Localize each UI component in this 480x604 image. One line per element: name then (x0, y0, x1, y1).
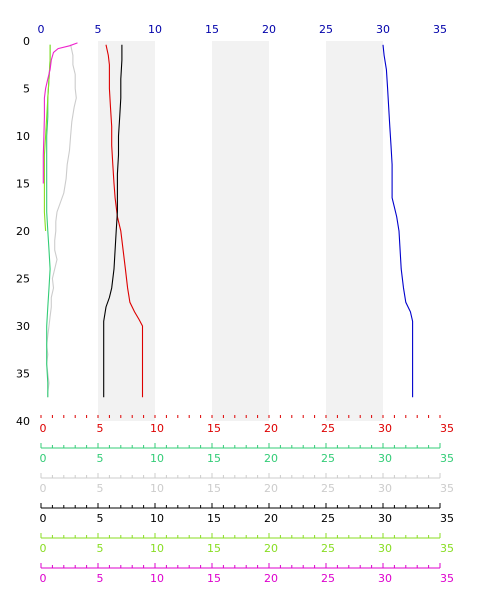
bottom-axis-tick-label: 10 (150, 512, 164, 525)
series-line-1 (105, 44, 144, 398)
bottom-axis-tick-label: 5 (97, 422, 104, 435)
bottom-axis-tick-label: 15 (207, 422, 221, 435)
bottom-axis-tick-label: 30 (378, 482, 392, 495)
bottom-axis-tick-label: 35 (440, 482, 454, 495)
bottom-axis-tick-label: 5 (97, 542, 104, 555)
bottom-axis-tick-label: 15 (207, 572, 221, 585)
bottom-axis-tick-label: 30 (378, 572, 392, 585)
y-axis-tick-label: 5 (23, 83, 30, 96)
bottom-axis-tick-label: 5 (97, 452, 104, 465)
series-line-4 (46, 44, 51, 398)
bottom-axis-tick-label: 25 (321, 482, 335, 495)
bottom-axis-tick-label: 10 (150, 452, 164, 465)
top-axis-tick-label: 30 (376, 23, 390, 36)
bottom-axis-tick-label: 30 (378, 512, 392, 525)
bottom-axis-tick-label: 20 (264, 512, 278, 525)
bottom-axis-tick-label: 10 (150, 422, 164, 435)
bottom-axis-tick-label: 25 (321, 542, 335, 555)
bottom-axis-tick-label: 30 (378, 542, 392, 555)
bottom-axis-tick-label: 35 (440, 542, 454, 555)
y-axis-tick-label: 20 (16, 225, 30, 238)
series-line-2 (103, 44, 123, 398)
y-axis-tick-label: 15 (16, 178, 30, 191)
top-axis-tick-label: 25 (319, 23, 333, 36)
shaded-band-1 (212, 41, 269, 421)
bottom-axis-tick-label: 25 (321, 452, 335, 465)
bottom-axis-tick-label: 35 (440, 572, 454, 585)
y-axis-tick-label: 40 (16, 415, 30, 428)
series-line-3 (46, 44, 77, 398)
top-axis-tick-label: 0 (38, 23, 45, 36)
bottom-axis-tick-label: 25 (321, 422, 335, 435)
bottom-axis-tick-label: 20 (264, 542, 278, 555)
bottom-axis-tick-label: 15 (207, 512, 221, 525)
bottom-axis-tick-label: 35 (440, 422, 454, 435)
top-axis-tick-label: 5 (95, 23, 102, 36)
bottom-axis-tick-label: 5 (97, 482, 104, 495)
top-axis-tick-label: 10 (148, 23, 162, 36)
y-axis-tick-label: 35 (16, 368, 30, 381)
shaded-band-2 (326, 41, 383, 421)
bottom-axis-tick-label: 20 (264, 452, 278, 465)
bottom-axis-tick-label: 10 (150, 572, 164, 585)
bottom-axis-tick-label: 0 (40, 482, 47, 495)
series-line-0 (382, 44, 414, 398)
y-axis-tick-label: 25 (16, 273, 30, 286)
bottom-axis-tick-label: 25 (321, 572, 335, 585)
bottom-axis-tick-label: 30 (378, 452, 392, 465)
bottom-axis-tick-label: 5 (97, 572, 104, 585)
shaded-band-0 (98, 41, 155, 421)
bottom-axis-tick-label: 15 (207, 452, 221, 465)
y-axis-tick-label: 0 (23, 35, 30, 48)
bottom-axis-tick-label: 30 (378, 422, 392, 435)
bottom-axis-tick-label: 0 (40, 572, 47, 585)
top-axis-tick-label: 15 (205, 23, 219, 36)
bottom-axis-tick-label: 35 (440, 512, 454, 525)
bottom-axis-tick-label: 0 (40, 422, 47, 435)
bottom-axis-tick-label: 0 (40, 542, 47, 555)
bottom-axis-tick-label: 15 (207, 482, 221, 495)
top-axis-tick-label: 20 (262, 23, 276, 36)
y-axis-tick-label: 30 (16, 320, 30, 333)
bottom-axis-tick-label: 20 (264, 482, 278, 495)
bottom-axis-tick-label: 15 (207, 542, 221, 555)
bottom-axis-tick-label: 10 (150, 482, 164, 495)
bottom-axis-tick-label: 0 (40, 512, 47, 525)
bottom-axis-tick-label: 35 (440, 452, 454, 465)
y-axis-tick-label: 10 (16, 130, 30, 143)
bottom-axis-tick-label: 20 (264, 572, 278, 585)
bottom-axis-tick-label: 5 (97, 512, 104, 525)
bottom-axis-tick-label: 10 (150, 542, 164, 555)
bottom-axis-tick-label: 20 (264, 422, 278, 435)
bottom-axis-tick-label: 25 (321, 512, 335, 525)
bottom-axis-tick-label: 0 (40, 452, 47, 465)
top-axis-tick-label: 35 (433, 23, 447, 36)
series-line-6 (42, 42, 78, 184)
